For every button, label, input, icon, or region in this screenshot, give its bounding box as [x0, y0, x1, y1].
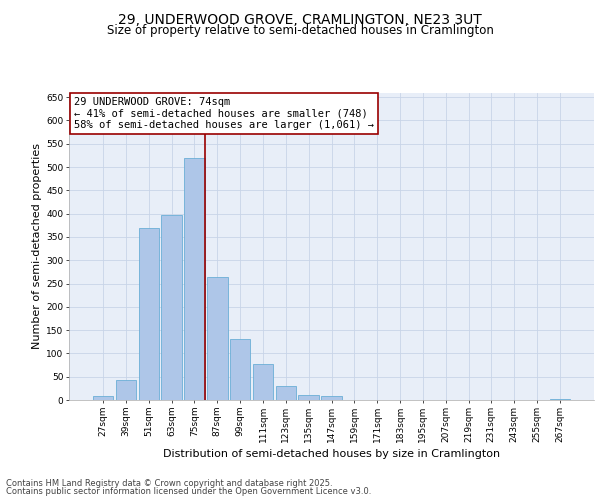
Text: Contains HM Land Registry data © Crown copyright and database right 2025.: Contains HM Land Registry data © Crown c… [6, 478, 332, 488]
Bar [321, 396, 342, 400]
Bar [161, 215, 182, 400]
Bar [93, 396, 113, 400]
Bar [550, 399, 570, 400]
Bar [139, 228, 159, 400]
Bar [253, 364, 273, 400]
Bar [230, 340, 250, 400]
Bar [184, 158, 205, 400]
Bar [116, 380, 136, 400]
Bar [275, 386, 296, 400]
Bar [298, 396, 319, 400]
X-axis label: Distribution of semi-detached houses by size in Cramlington: Distribution of semi-detached houses by … [163, 449, 500, 459]
Bar [207, 278, 227, 400]
Y-axis label: Number of semi-detached properties: Number of semi-detached properties [32, 143, 42, 349]
Text: 29, UNDERWOOD GROVE, CRAMLINGTON, NE23 3UT: 29, UNDERWOOD GROVE, CRAMLINGTON, NE23 3… [118, 12, 482, 26]
Text: 29 UNDERWOOD GROVE: 74sqm
← 41% of semi-detached houses are smaller (748)
58% of: 29 UNDERWOOD GROVE: 74sqm ← 41% of semi-… [74, 97, 374, 130]
Text: Size of property relative to semi-detached houses in Cramlington: Size of property relative to semi-detach… [107, 24, 493, 37]
Text: Contains public sector information licensed under the Open Government Licence v3: Contains public sector information licen… [6, 487, 371, 496]
